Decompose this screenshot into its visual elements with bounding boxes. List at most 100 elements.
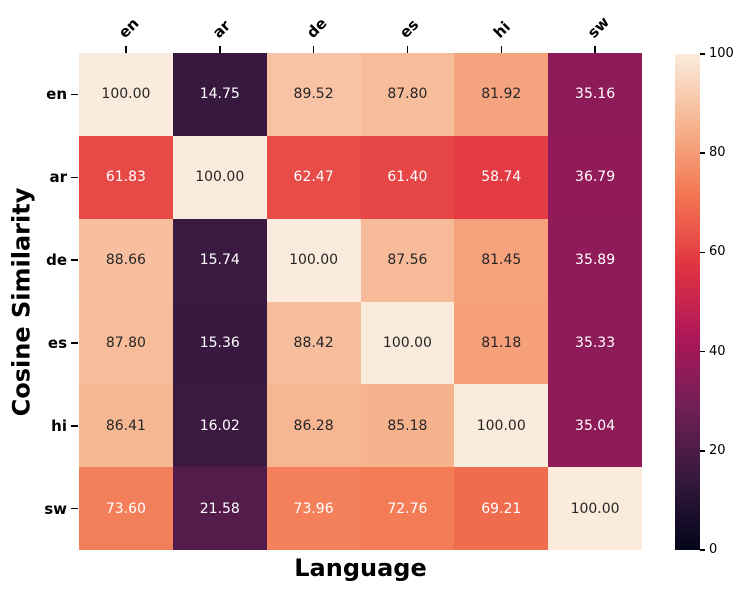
cell-value: 58.74 [481,169,522,186]
x-axis-label: Language [294,554,427,582]
heatmap-cell: 87.56 [360,218,455,302]
x-tick-mark [312,46,315,53]
cell-value: 35.04 [575,417,616,434]
heatmap-cell: 81.18 [454,301,549,385]
heatmap-cell: 21.58 [172,467,267,550]
cell-value: 100.00 [476,417,526,434]
heatmap-cell: 36.79 [548,135,642,219]
heatmap-cell: 16.02 [172,384,267,468]
x-tick-label: sw [584,12,613,42]
cell-value: 88.42 [293,334,334,351]
cell-value: 15.36 [199,334,240,351]
heatmap-cell: 81.45 [454,218,549,302]
colorbar-tick-mark [700,251,705,254]
x-tick-mark [594,46,596,53]
x-tick-label: ar [208,16,234,42]
cell-value: 14.75 [199,86,240,103]
x-tick-mark [406,46,409,53]
x-tick-label: es [396,15,423,42]
y-tick-mark [71,425,78,427]
cell-value: 89.52 [293,86,334,103]
heatmap-cell: 15.36 [172,301,267,385]
heatmap-cell: 89.52 [266,53,361,136]
cell-value: 85.18 [387,417,428,434]
x-tick-label: de [302,14,331,42]
heatmap-cell: 69.21 [454,467,549,550]
colorbar-tick-label: 20 [709,442,726,458]
heatmap-cell: 86.28 [266,384,361,468]
heatmap-cell: 100.00 [360,301,455,385]
x-tick-label: en [114,14,143,42]
y-tick-label: hi [51,416,67,435]
heatmap-cell: 86.41 [79,384,173,468]
x-tick-mark [125,46,127,53]
x-tick-label: hi [490,17,515,42]
colorbar-gradient [675,54,700,550]
heatmap-cell: 100.00 [79,53,173,136]
colorbar-tick-mark [700,350,705,353]
cell-value: 62.47 [293,169,334,186]
cell-value: 73.96 [293,500,334,517]
heatmap-cell: 14.75 [172,53,267,136]
y-tick-label: de [46,251,67,270]
cell-value: 100.00 [101,86,151,103]
cell-value: 61.40 [387,169,428,186]
heatmap-grid: 100.00 14.75 89.52 87.80 81.92 35.16 61.83 100.… [79,53,642,550]
heatmap-cell: 73.96 [266,467,361,550]
cell-value: 100.00 [195,169,245,186]
cell-value: 16.02 [199,417,240,434]
cell-value: 35.89 [575,252,616,269]
heatmap-cell: 88.66 [79,218,173,302]
y-tick-mark [71,93,78,96]
cell-value: 35.33 [575,334,616,351]
heatmap-cell: 35.33 [548,301,642,385]
colorbar-tick-label: 80 [709,145,726,161]
heatmap-cell: 61.40 [360,135,455,219]
heatmap-cell: 87.80 [79,301,173,385]
colorbar-tick-label: 0 [709,542,718,557]
heatmap-cell: 100.00 [454,384,549,468]
x-tick-mark [219,46,221,53]
x-tick-mark [500,46,502,53]
y-tick-label: sw [44,499,67,518]
cell-value: 61.83 [105,169,146,186]
colorbar-tick-mark [700,152,705,154]
heatmap-cell: 35.89 [548,218,642,302]
heatmap-cell: 100.00 [266,218,361,302]
cell-value: 69.21 [481,500,522,517]
cell-value: 87.80 [387,86,428,103]
y-tick-mark [71,507,78,510]
cell-value: 35.16 [575,86,616,103]
heatmap-cell: 81.92 [454,53,549,136]
y-tick-label: ar [49,168,67,187]
heatmap-cell: 15.74 [172,218,267,302]
cell-value: 81.45 [481,252,522,269]
cell-value: 21.58 [199,500,240,517]
cell-value: 88.66 [105,252,146,269]
heatmap-cell: 100.00 [172,135,267,219]
cell-value: 100.00 [382,334,432,351]
cell-value: 86.28 [293,417,334,434]
heatmap-cell: 100.00 [548,467,642,550]
cell-value: 87.56 [387,252,428,269]
colorbar-tick-mark [700,53,705,55]
colorbar-tick-label: 40 [709,343,726,359]
heatmap-cell: 72.76 [360,467,455,550]
heatmap-cell: 87.80 [360,53,455,136]
cell-value: 15.74 [199,252,240,269]
cell-value: 36.79 [575,169,616,186]
cell-value: 87.80 [105,334,146,351]
y-tick-mark [71,176,78,178]
colorbar [675,54,700,550]
cell-value: 86.41 [105,417,146,434]
y-tick-mark [71,259,78,261]
y-tick-mark [71,342,78,344]
cell-value: 81.18 [481,334,522,351]
heatmap-cell: 85.18 [360,384,455,468]
heatmap-cell: 73.60 [79,467,173,550]
heatmap-cell: 35.16 [548,53,642,136]
y-tick-label: en [46,85,67,104]
heatmap-cell: 35.04 [548,384,642,468]
colorbar-tick-mark [700,549,705,551]
